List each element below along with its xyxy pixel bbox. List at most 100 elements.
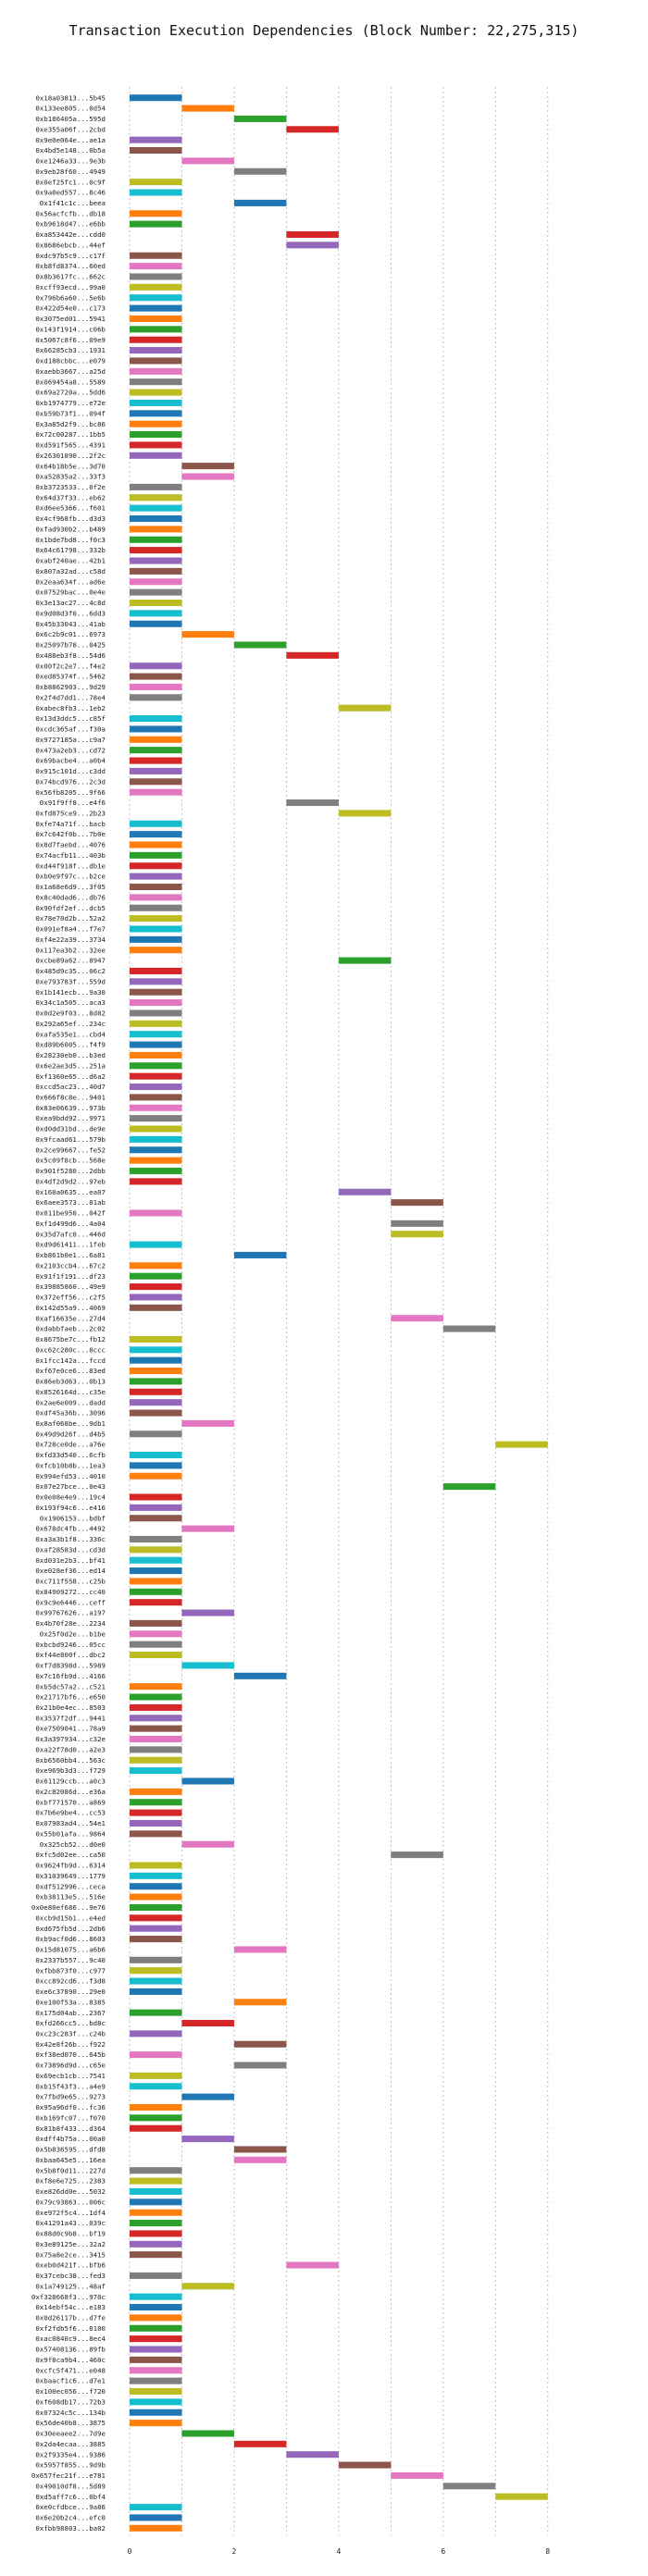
y-tick-label: 0x7b6e9be4...cc53 (35, 1809, 106, 1817)
transaction-bar (130, 2177, 182, 2185)
y-tick-label: 0xb861b0e1...6a81 (35, 1251, 106, 1259)
transaction-bar (130, 494, 182, 502)
transaction-bar (130, 252, 182, 259)
y-tick-label: 0x117ea3b2...32ee (35, 946, 106, 954)
transaction-bar (233, 1251, 287, 1258)
transaction-bar (130, 1599, 182, 1606)
y-tick-label: 0x74acfb11...403b (35, 851, 106, 860)
transaction-bar (130, 315, 182, 322)
transaction-bar (130, 567, 182, 575)
y-tick-label: 0x8686ebcb...44ef (35, 241, 106, 249)
y-tick-label: 0x95a96df0...fc36 (35, 2103, 106, 2112)
y-tick-label: 0x7c642f0b...7b0e (35, 830, 106, 838)
y-tick-label: 0x0ef25fc1...0c9f (35, 178, 106, 186)
y-tick-label: 0x0e08e4e9...19c4 (35, 1493, 106, 1502)
transaction-bar (130, 420, 182, 427)
y-tick-label: 0x07983ad4...54e1 (35, 1819, 106, 1827)
transaction-bar (130, 1641, 182, 1648)
y-tick-label: 0xd0dd31bd...de9e (35, 1125, 106, 1133)
transaction-bar (130, 1283, 182, 1291)
y-tick-label: 0xf38ed070...645b (35, 2050, 106, 2059)
transaction-bar (391, 1315, 443, 1322)
y-tick-label: 0x55b01afa...9864 (35, 1829, 106, 1838)
transaction-bar (130, 988, 182, 996)
transaction-bar (233, 641, 287, 649)
transaction-bar (130, 1041, 182, 1048)
transaction-bar (130, 1335, 182, 1343)
y-tick-label: 0xf67e0ce6...83ed (35, 1367, 106, 1375)
transaction-bar (130, 1977, 182, 1985)
y-tick-label: 0xcff93ecd...99a0 (35, 283, 106, 291)
y-tick-label: 0xabf240ae...42b1 (35, 557, 106, 565)
transaction-bar (130, 2209, 182, 2216)
transaction-bar (130, 1715, 182, 1722)
y-tick-label: 0x25097b78...0425 (35, 641, 106, 650)
transaction-bar (181, 2136, 234, 2143)
y-tick-label: 0x4cf968fb...d3d3 (35, 514, 106, 523)
y-tick-label: 0xe1246a33...9e3b (35, 157, 106, 166)
transaction-bar (130, 452, 182, 459)
transaction-bar (286, 230, 339, 239)
y-tick-label: 0x18a03813...5b45 (35, 93, 106, 102)
transaction-bar (130, 1914, 182, 1922)
y-tick-label: 0x78e70d2b...52a2 (35, 914, 106, 923)
transaction-bar (130, 788, 182, 796)
transaction-bar (130, 1020, 182, 1027)
transaction-bar (130, 441, 182, 449)
y-tick-label: 0xfd33d540...6cfb (35, 1451, 106, 1459)
transaction-bar (181, 1609, 234, 1616)
y-tick-label: 0xdf512996...ceca (35, 1882, 106, 1890)
y-tick-label: 0x915c101d...c3dd (35, 767, 106, 775)
transaction-bar (130, 925, 182, 933)
y-tick-label: 0x07529bac...0e4e (35, 588, 106, 597)
transaction-bar (130, 610, 182, 617)
y-tick-label: 0xabec8fb3...1eb2 (35, 704, 106, 712)
y-tick-label: 0xd675fb5d...2db6 (35, 1925, 106, 1933)
transaction-bar (130, 220, 182, 228)
y-tick-label: 0x83e06639...973b (35, 1104, 106, 1112)
y-tick-label: 0x3a85d2f9...bc86 (35, 420, 106, 428)
transaction-bar (130, 2251, 182, 2259)
y-tick-label: 0x1f41c1c...beea (40, 199, 106, 207)
transaction-bar (181, 1777, 234, 1785)
transaction-bar (130, 978, 182, 985)
y-tick-label: 0x2337b557...9c40 (35, 1956, 106, 1964)
y-tick-label: 0x91f9ff8...e4f6 (40, 799, 106, 807)
y-tick-label: 0xf328668f3...970c (31, 2293, 106, 2301)
y-tick-label: 0xb9acf0d6...8603 (35, 1935, 106, 1943)
transaction-bar (130, 873, 182, 880)
transaction-bar (130, 1799, 182, 1806)
transaction-bar (130, 1872, 182, 1879)
transaction-bar (130, 1556, 182, 1564)
transaction-bar (338, 2461, 392, 2469)
transaction-bar (130, 683, 182, 690)
transaction-bar (286, 2261, 339, 2269)
transaction-bar (130, 136, 182, 143)
y-tick-label: 0xbaacf1c6...d7e1 (35, 2377, 106, 2385)
y-tick-label: 0xdabbfaeb...2c02 (35, 1325, 106, 1333)
transaction-bar (130, 367, 182, 375)
transaction-bar (233, 1946, 287, 1953)
y-tick-label: 0x9c9e6446...ceff (35, 1598, 106, 1606)
transaction-bar (130, 1031, 182, 1038)
y-tick-label: 0xa3a3b1f8...336c (35, 1535, 106, 1543)
y-tick-label: 0xdc97b5c9...c17f (35, 252, 106, 260)
transaction-bar (181, 473, 234, 480)
transaction-bar (338, 810, 392, 817)
y-tick-label: 0x1b141ecb...9a30 (35, 988, 106, 997)
transaction-bar (130, 1652, 182, 1659)
y-tick-label: 0x8af068be...9db1 (35, 1419, 106, 1428)
transaction-bar (130, 841, 182, 848)
transaction-bar (130, 304, 182, 312)
transaction-bar (130, 2514, 182, 2521)
transaction-bar (286, 799, 339, 807)
transaction-bar (130, 1072, 182, 1080)
y-tick-label: 0x6e2ae3d5...251a (35, 1061, 106, 1070)
y-tick-label: 0xfad930b2...b489 (35, 525, 106, 533)
y-tick-label: 0x807a32ad...c58d (35, 567, 106, 576)
y-tick-label: 0x292a65ef...234c (35, 1020, 106, 1028)
y-tick-label: 0x66285cb3...1931 (35, 346, 106, 354)
transaction-bar (130, 347, 182, 354)
y-tick-label: 0xd591f565...4391 (35, 441, 106, 450)
